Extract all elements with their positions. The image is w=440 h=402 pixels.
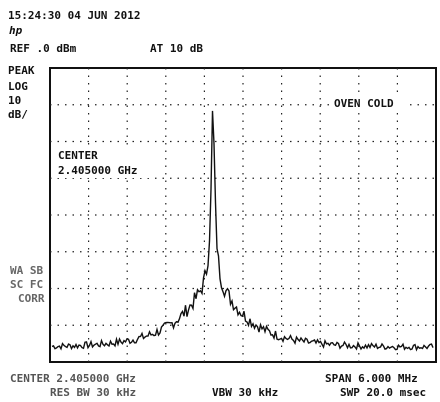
span: SPAN 6.000 MHz (325, 372, 418, 385)
sweep-time: SWP 20.0 msec (340, 386, 426, 399)
scale-unit: dB/ (8, 108, 28, 121)
resolution-bandwidth: RES BW 30 kHz (50, 386, 136, 399)
logo: hp (9, 24, 23, 37)
graticule (49, 67, 437, 363)
marker-value: 2.405000 GHz (58, 164, 137, 177)
ref-level: REF .0 dBm (10, 42, 77, 55)
spectrum-trace (51, 110, 434, 352)
graticule-frame (49, 67, 437, 363)
video-bandwidth: VBW 30 kHz (212, 386, 278, 399)
status-label: SC FC (10, 278, 43, 291)
status-label: WA SB (10, 264, 43, 277)
center-frequency: CENTER 2.405000 GHz (10, 372, 136, 385)
message: OVEN COLD (334, 97, 394, 110)
status-label: CORR (18, 292, 45, 305)
detector: PEAK (8, 64, 35, 77)
attenuation: AT 10 dB (150, 42, 203, 55)
message-background (330, 96, 404, 111)
marker-label: CENTER (58, 149, 98, 162)
marker-background (56, 148, 152, 178)
timestamp: 15:24:30 04 JUN 2012 (8, 9, 140, 22)
scale-type: LOG (8, 80, 28, 93)
scale-value: 10 (8, 94, 21, 107)
